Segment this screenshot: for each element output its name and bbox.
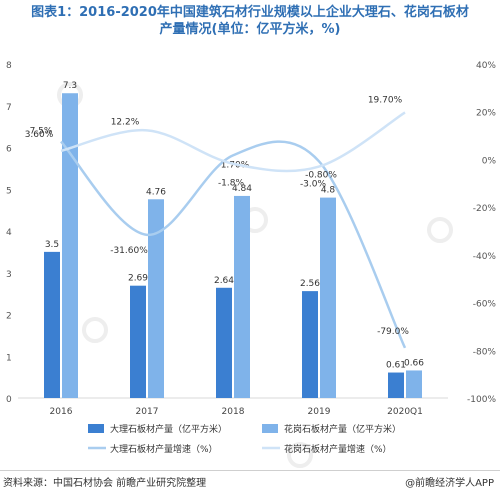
bar-marble [216,287,232,398]
legend-label: 大理石板材产量增速（%） [110,443,218,455]
left-tick-label: 7 [6,103,12,113]
bar-granite [62,93,78,398]
right-tick-label: -80% [473,347,497,357]
line-granite-growth [60,111,406,173]
right-tick-label: 0% [482,156,497,166]
left-tick-label: 6 [6,145,12,155]
legend-label: 大理石板材产量（亿平方米） [110,423,227,435]
legend-swatch-1 [262,424,278,433]
left-tick-label: 0 [6,395,12,405]
bar-marble [388,372,404,398]
x-tick-label: 2019 [308,407,331,417]
bar-value-label: 2.56 [300,279,320,289]
left-tick-label: 1 [6,353,12,363]
x-tick-label: 2020Q1 [387,407,423,417]
left-tick-label: 3 [6,270,12,280]
right-tick-label: 20% [476,109,496,119]
line-value-label: -1.8% [218,179,245,189]
bar-value-label: 3.5 [45,240,59,250]
bar-value-label: 0.61 [386,361,406,371]
footer-divider [0,470,500,471]
line-value-label: -79.0% [377,327,409,337]
bar-value-label: 2.64 [214,276,234,286]
legend-label: 花岗石板材产量增速（%） [284,443,392,455]
bar-value-label: 7.3 [63,81,77,91]
bar-value-label: 2.69 [128,274,148,284]
bar-value-label: 4.84 [232,184,252,194]
line-value-label: 12.2% [111,117,140,127]
legend-swatch-0 [88,424,104,433]
right-tick-label: -60% [473,300,497,310]
bar-granite [148,199,164,398]
bar-marble [302,291,318,398]
watermark-logo-4 [287,442,313,468]
line-value-label: -31.60% [110,246,148,256]
bar-marble [44,251,60,398]
chart-canvas: 0 1 2 3 4 5 6 7 8 -100% -80% -60% -40% -20% 0% 20% 40% 20… [6,61,497,468]
line-value-label: -3.0% [300,180,327,190]
bar-granite [320,197,336,398]
brand-credit: @前瞻经济学人APP [405,478,494,489]
x-tick-label: 2018 [222,407,245,417]
bar-granite [234,195,250,398]
bar-value-label: 4.8 [321,186,336,196]
source-note: 资料来源：中国石材协会 前瞻产业研究院整理 [3,478,207,489]
left-tick-label: 4 [6,228,12,238]
chart-title: 图表1：2016-2020年中国建筑石材行业规模以上企业大理石、花岗石板材 产量… [0,4,500,38]
right-tick-label: -100% [467,395,496,405]
line-value-label: 7.5% [30,127,53,137]
legend-label: 花岗石板材产量（亿平方米） [284,423,401,435]
chart-title-line-2: 产量情况(单位：亿平方米，%) [159,22,341,37]
right-tick-label: -20% [473,204,497,214]
chart-title-line-1: 图表1：2016-2020年中国建筑石材行业规模以上企业大理石、花岗石板材 [31,5,469,20]
line-value-label: 19.70% [368,95,403,105]
left-tick-label: 8 [6,61,12,71]
left-tick-label: 2 [6,312,12,322]
line-marble-growth [60,140,407,349]
left-tick-label: 5 [6,186,12,196]
watermark-logo-2 [427,217,453,243]
line-value-label: 3.60% [25,130,54,140]
x-tick-label: 2016 [50,407,73,417]
line-value-label: -0.80% [305,170,337,180]
bar-granite [406,370,422,398]
watermark-logo-3 [82,317,108,343]
bar-value-label: 4.76 [146,187,166,197]
x-tick-label: 2017 [136,407,159,417]
bar-value-label: 0.66 [404,358,424,368]
right-tick-label: 40% [476,61,496,71]
bar-marble [130,285,146,398]
right-tick-label: -40% [473,252,497,262]
